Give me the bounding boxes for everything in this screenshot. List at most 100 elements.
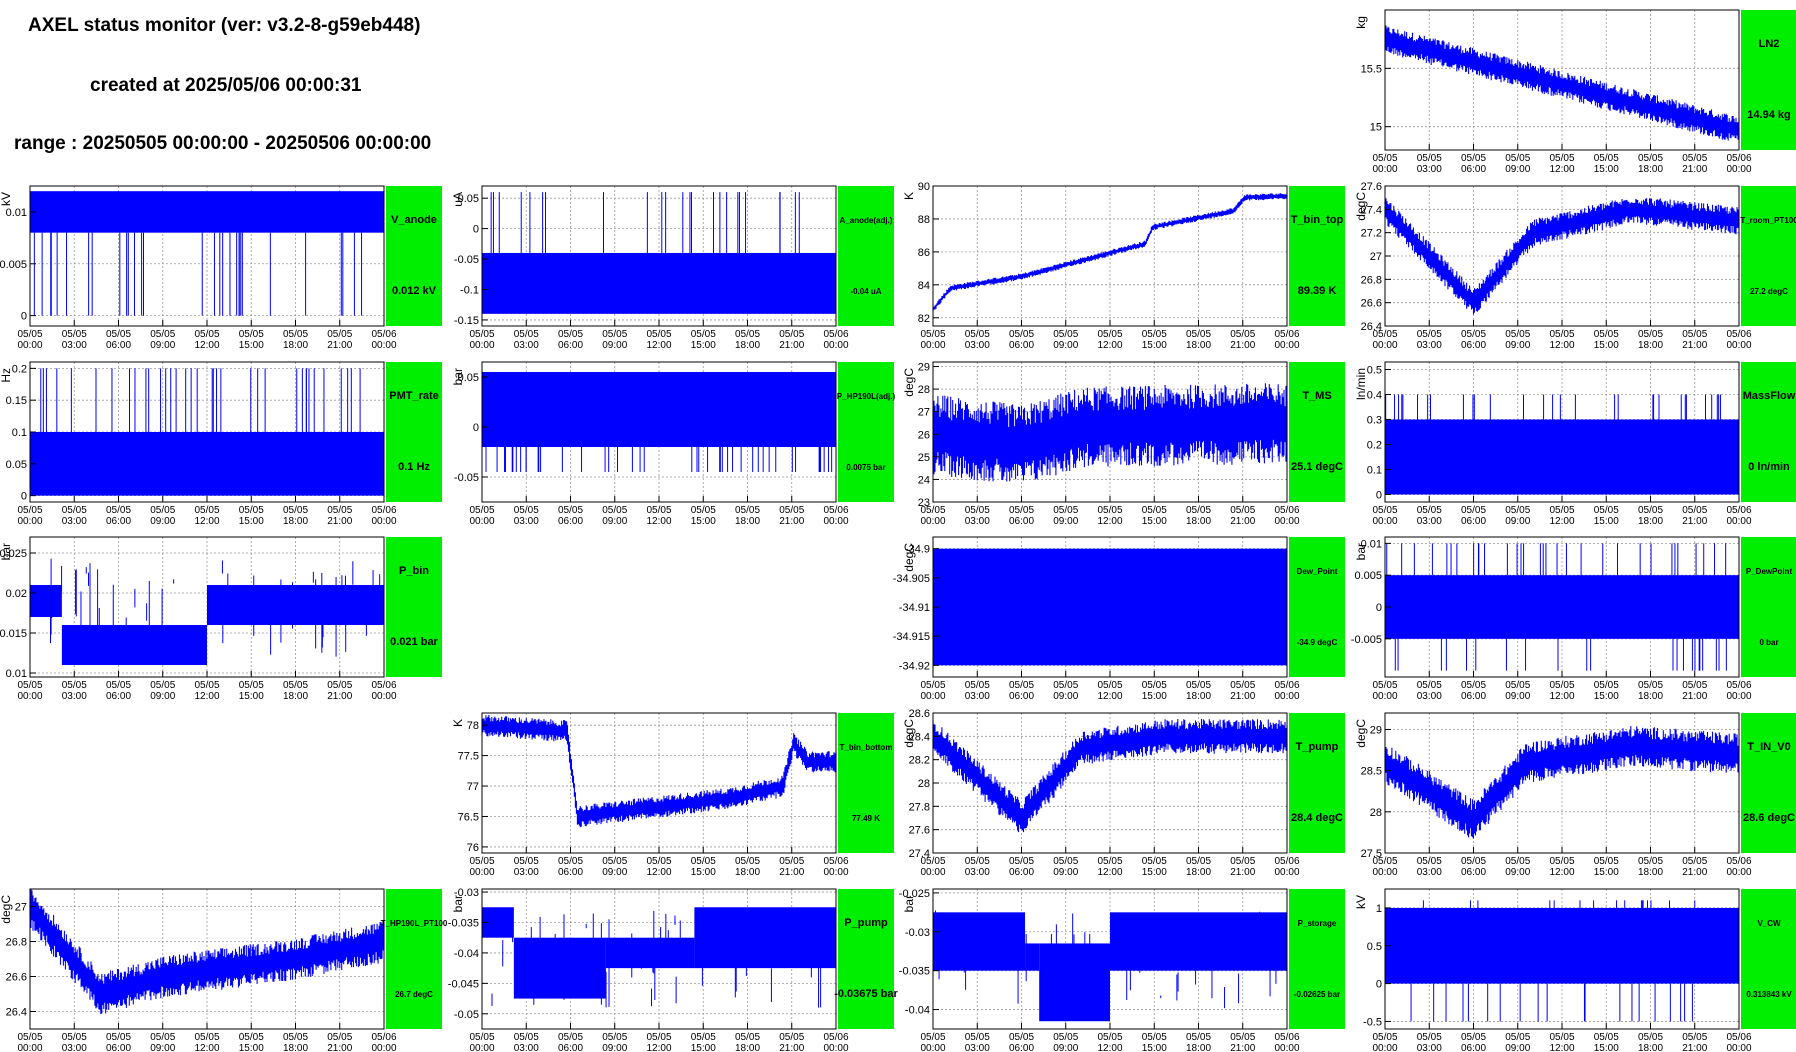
x-tick-label: 05/05	[646, 505, 671, 516]
x-tick-label: 00:00	[920, 516, 945, 527]
series-band	[482, 252, 836, 314]
x-tick-label: 05/05	[514, 329, 539, 340]
x-tick-label: 05/05	[1549, 153, 1574, 164]
x-tick-label: 21:00	[1682, 1043, 1707, 1052]
x-tick-label: 05/05	[1417, 1032, 1442, 1043]
y-tick-label: -34.92	[899, 660, 930, 672]
x-tick-label: 05/06	[1274, 505, 1299, 516]
x-tick-label: 05/05	[1053, 505, 1078, 516]
x-tick-label: 00:00	[17, 1043, 42, 1052]
chart-panel-T_bin_bottom: 7676.57777.578K05/0500:0005/0503:0005/05…	[451, 712, 894, 878]
x-tick-label: 05/05	[514, 856, 539, 867]
x-tick-label: 05/05	[1549, 856, 1574, 867]
chart-panel-P_HP190L_adj: -0.0500.05bar05/0500:0005/0503:0005/0506…	[451, 361, 895, 527]
x-tick-label: 09:00	[602, 867, 627, 878]
y-tick-label: -34.905	[893, 573, 930, 585]
x-tick-label: 05/06	[1274, 329, 1299, 340]
x-tick-label: 00:00	[1372, 1043, 1397, 1052]
status-box	[386, 537, 442, 677]
x-tick-label: 06:00	[106, 340, 131, 351]
y-tick-label: 27	[918, 407, 930, 419]
x-tick-label: 09:00	[1505, 691, 1530, 702]
y-axis-label: bar	[451, 368, 465, 385]
x-tick-label: 06:00	[1461, 691, 1486, 702]
x-tick-label: 00:00	[1726, 1043, 1751, 1052]
x-tick-label: 05/05	[691, 505, 716, 516]
x-tick-label: 05/05	[558, 1032, 583, 1043]
series-segment	[30, 585, 62, 617]
x-tick-label: 18:00	[1638, 164, 1663, 175]
x-tick-label: 05/05	[646, 856, 671, 867]
x-tick-label: 05/05	[1097, 329, 1122, 340]
y-tick-label: 25	[918, 452, 930, 464]
y-tick-label: 15	[1370, 122, 1382, 134]
x-tick-label: 05/05	[1461, 680, 1486, 691]
x-tick-label: 09:00	[1505, 1043, 1530, 1052]
status-box	[1289, 889, 1345, 1029]
x-tick-label: 06:00	[106, 691, 131, 702]
x-tick-label: 15:00	[691, 340, 716, 351]
current-value: 0 bar	[1759, 638, 1778, 647]
current-value: -0.04 uA	[850, 287, 881, 296]
x-tick-label: 05/06	[371, 1032, 396, 1043]
x-tick-label: 00:00	[1372, 340, 1397, 351]
x-tick-label: 05/05	[1230, 329, 1255, 340]
x-tick-label: 12:00	[1097, 867, 1122, 878]
x-tick-label: 00:00	[1274, 340, 1299, 351]
y-tick-label: 0.5	[1367, 941, 1382, 953]
x-tick-label: 18:00	[1186, 1043, 1211, 1052]
x-tick-label: 09:00	[150, 1043, 175, 1052]
x-tick-label: 03:00	[62, 1043, 87, 1052]
y-tick-label: 0	[1376, 602, 1382, 614]
y-axis-label: Hz	[0, 368, 13, 383]
y-tick-label: -0.025	[899, 888, 930, 900]
y-axis-label: degC	[902, 719, 916, 748]
x-tick-label: 05/05	[602, 856, 627, 867]
x-tick-label: 05/05	[1461, 856, 1486, 867]
x-tick-label: 12:00	[646, 1043, 671, 1052]
status-box	[1289, 713, 1345, 853]
x-tick-label: 03:00	[514, 340, 539, 351]
x-tick-label: 05/05	[1682, 505, 1707, 516]
status-box	[838, 889, 894, 1029]
y-tick-label: 0.01	[6, 207, 27, 219]
series-segment	[207, 585, 384, 625]
x-tick-label: 05/05	[1372, 1032, 1397, 1043]
x-tick-label: 03:00	[965, 867, 990, 878]
y-tick-label: 27.4	[1361, 204, 1382, 216]
x-tick-label: 05/05	[1505, 329, 1530, 340]
series-band	[933, 548, 1287, 666]
x-tick-label: 00:00	[469, 1043, 494, 1052]
chart-panel-T_pump: 27.427.627.82828.228.428.6degC05/0500:00…	[902, 708, 1345, 878]
chart-title: T_bin_top	[1291, 214, 1344, 226]
x-tick-label: 00:00	[17, 516, 42, 527]
x-tick-label: 05/05	[62, 505, 87, 516]
chart-panel-PMT_rate: 00.050.10.150.2Hz05/0500:0005/0503:0005/…	[0, 361, 442, 527]
x-tick-label: 00:00	[823, 516, 848, 527]
series-segment	[1110, 912, 1287, 971]
y-tick-label: 84	[918, 280, 930, 292]
y-axis-label: kV	[0, 192, 13, 206]
x-tick-label: 06:00	[558, 1043, 583, 1052]
x-tick-label: 18:00	[1186, 691, 1211, 702]
x-tick-label: 05/05	[1594, 505, 1619, 516]
y-tick-label: -0.005	[1351, 634, 1382, 646]
x-tick-label: 00:00	[1726, 164, 1751, 175]
x-tick-label: 03:00	[1417, 1043, 1442, 1052]
x-tick-label: 15:00	[1594, 1043, 1619, 1052]
y-tick-label: 27.4	[909, 848, 930, 860]
x-tick-label: 00:00	[1274, 867, 1299, 878]
y-tick-label: 0.15	[6, 395, 27, 407]
series-band	[1385, 419, 1739, 495]
y-tick-label: 27.6	[1361, 181, 1382, 193]
y-tick-label: 28	[1370, 807, 1382, 819]
x-tick-label: 05/05	[920, 329, 945, 340]
x-tick-label: 18:00	[735, 516, 760, 527]
x-tick-label: 09:00	[1505, 867, 1530, 878]
x-tick-label: 00:00	[1372, 691, 1397, 702]
x-tick-label: 05/05	[1461, 329, 1486, 340]
x-tick-label: 05/05	[1009, 856, 1034, 867]
x-tick-label: 05/06	[1274, 1032, 1299, 1043]
x-tick-label: 05/05	[1053, 856, 1078, 867]
